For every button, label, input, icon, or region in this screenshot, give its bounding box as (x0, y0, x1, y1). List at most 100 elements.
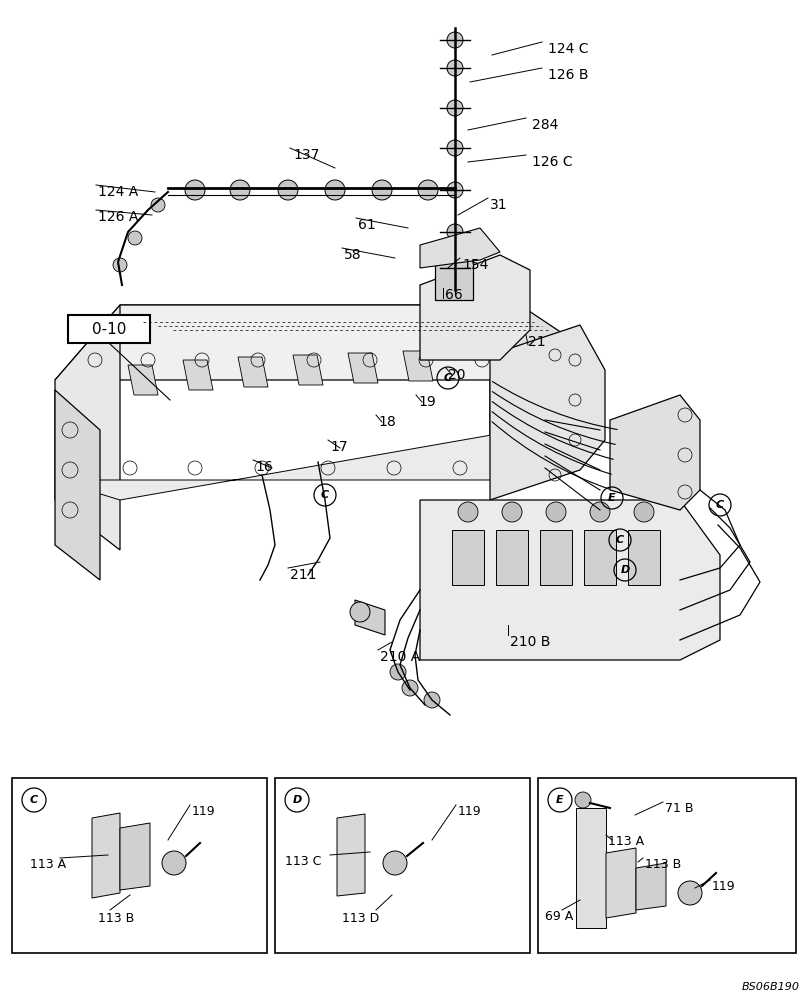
Text: D: D (292, 795, 301, 805)
Circle shape (677, 881, 702, 905)
Circle shape (277, 180, 298, 200)
Polygon shape (354, 600, 384, 635)
Text: 61: 61 (358, 218, 375, 232)
Text: C: C (715, 500, 723, 510)
Circle shape (446, 182, 462, 198)
Text: 113 B: 113 B (644, 858, 680, 871)
Circle shape (128, 231, 142, 245)
Text: C: C (444, 373, 452, 383)
Text: 126 B: 126 B (547, 68, 588, 82)
Circle shape (389, 664, 406, 680)
Circle shape (446, 100, 462, 116)
Circle shape (162, 851, 186, 875)
Text: 66: 66 (444, 288, 462, 302)
Text: 17: 17 (329, 440, 347, 454)
Bar (12, 778, 267, 953)
Text: 113 A: 113 A (30, 858, 66, 871)
Circle shape (418, 180, 437, 200)
Text: 0-10: 0-10 (92, 322, 126, 336)
Text: 154: 154 (461, 258, 487, 272)
Circle shape (383, 851, 406, 875)
Text: 113 A: 113 A (607, 835, 643, 848)
Circle shape (446, 32, 462, 48)
Circle shape (590, 502, 609, 522)
Polygon shape (55, 305, 120, 550)
Circle shape (350, 602, 370, 622)
Text: 20: 20 (448, 368, 465, 382)
Circle shape (633, 502, 653, 522)
Polygon shape (55, 390, 100, 580)
Text: 119: 119 (191, 805, 216, 818)
Polygon shape (605, 848, 635, 918)
Text: 31: 31 (489, 198, 507, 212)
Text: 124 C: 124 C (547, 42, 588, 56)
Text: 284: 284 (531, 118, 558, 132)
Polygon shape (92, 813, 120, 898)
Polygon shape (402, 351, 432, 381)
Text: C: C (616, 535, 624, 545)
Polygon shape (238, 357, 268, 387)
Bar (275, 778, 530, 953)
Polygon shape (419, 228, 500, 268)
Polygon shape (489, 325, 604, 500)
Polygon shape (55, 305, 519, 380)
Circle shape (446, 140, 462, 156)
Circle shape (446, 60, 462, 76)
Circle shape (446, 224, 462, 240)
Polygon shape (489, 305, 519, 440)
Polygon shape (348, 353, 378, 383)
Circle shape (574, 792, 590, 808)
Text: 21: 21 (527, 335, 545, 349)
Circle shape (501, 502, 521, 522)
Polygon shape (419, 255, 530, 360)
Text: 119: 119 (711, 880, 735, 893)
Bar (627, 530, 659, 585)
Text: 58: 58 (344, 248, 361, 262)
Polygon shape (120, 823, 150, 890)
Bar (435, 252, 473, 300)
Text: 18: 18 (378, 415, 395, 429)
Polygon shape (182, 360, 212, 390)
Circle shape (151, 198, 165, 212)
Bar (68, 315, 150, 343)
Polygon shape (128, 365, 158, 395)
Circle shape (324, 180, 345, 200)
Polygon shape (293, 355, 323, 385)
Circle shape (371, 180, 392, 200)
Text: 71 B: 71 B (664, 802, 693, 815)
Text: 19: 19 (418, 395, 436, 409)
Text: E: E (607, 493, 615, 503)
Circle shape (185, 180, 204, 200)
Polygon shape (635, 863, 665, 910)
Text: E: E (556, 795, 563, 805)
Circle shape (423, 692, 440, 708)
Bar (583, 530, 616, 585)
Text: 69 A: 69 A (544, 910, 573, 923)
Polygon shape (337, 814, 365, 896)
Polygon shape (419, 500, 719, 660)
Bar (452, 530, 483, 585)
Bar (496, 530, 527, 585)
Bar (575, 808, 605, 928)
Bar (539, 530, 571, 585)
Text: 211: 211 (290, 568, 316, 582)
Text: 210 A: 210 A (380, 650, 420, 664)
Text: 137: 137 (293, 148, 319, 162)
Text: BS06B190: BS06B190 (741, 982, 799, 992)
Polygon shape (120, 305, 594, 355)
Text: C: C (320, 490, 328, 500)
Text: D: D (620, 565, 629, 575)
Text: 210 B: 210 B (509, 635, 550, 649)
Text: 126 A: 126 A (98, 210, 138, 224)
Polygon shape (609, 395, 699, 510)
Text: 113 C: 113 C (285, 855, 321, 868)
Text: 113 D: 113 D (341, 912, 379, 925)
Text: 113 B: 113 B (98, 912, 134, 925)
Circle shape (401, 680, 418, 696)
Circle shape (230, 180, 250, 200)
Text: 124 A: 124 A (98, 185, 138, 199)
Circle shape (113, 258, 127, 272)
Circle shape (545, 502, 565, 522)
Text: C: C (30, 795, 38, 805)
Text: 16: 16 (255, 460, 272, 474)
